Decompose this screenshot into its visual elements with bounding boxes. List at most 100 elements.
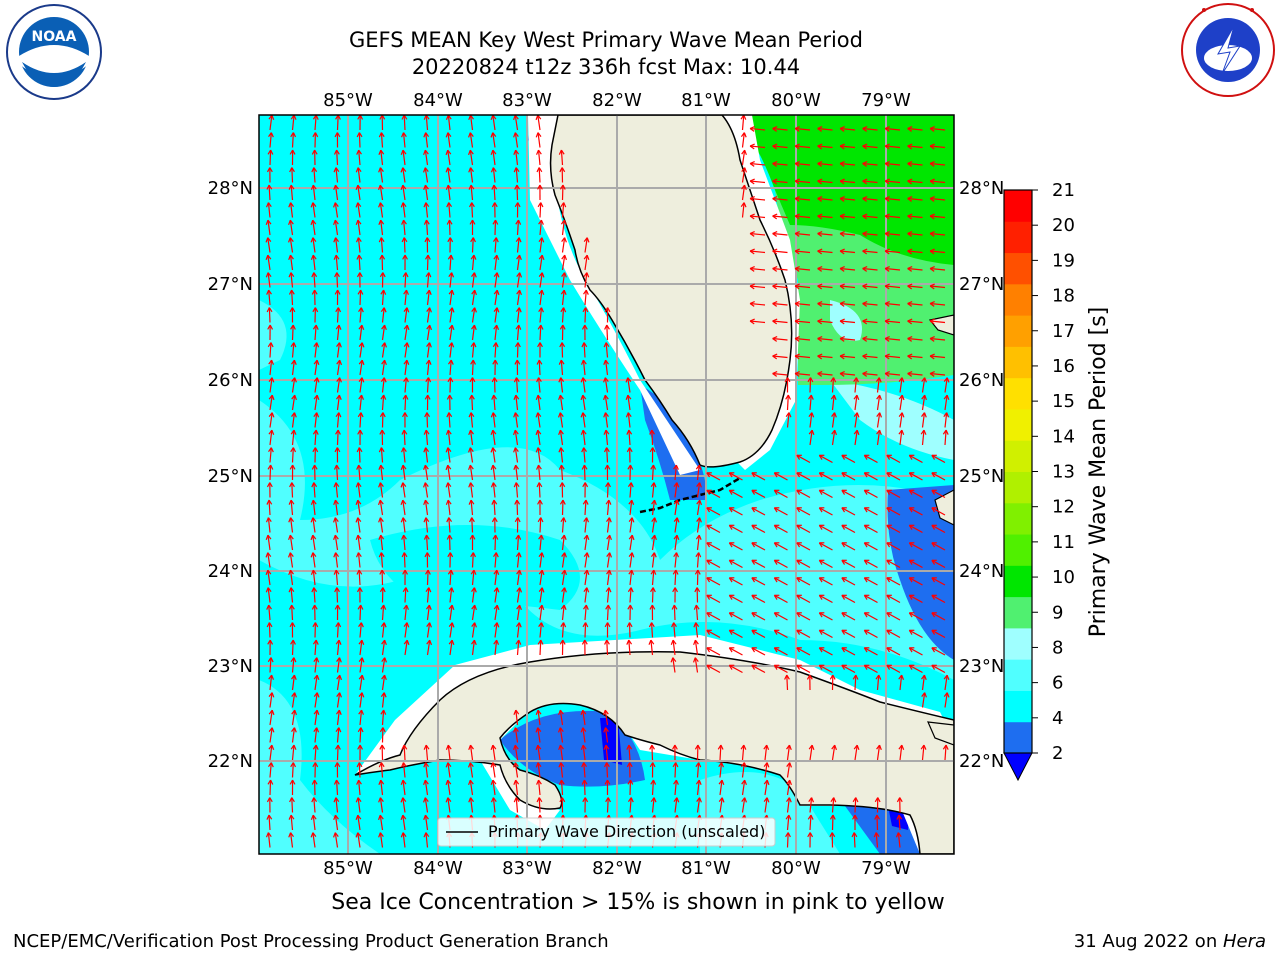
wave-direction-arrowhead [653, 552, 657, 558]
wave-direction-arrow [606, 517, 611, 533]
wave-direction-arrow [741, 745, 745, 761]
wave-direction-arrowhead [379, 587, 384, 593]
wave-direction-arrowhead [379, 184, 384, 190]
wave-direction-arrowhead [833, 797, 837, 803]
wave-direction-arrowhead [606, 569, 610, 575]
wave-direction-arrowhead [884, 283, 890, 287]
wave-direction-arrowhead [907, 143, 913, 147]
wave-direction-arrowhead [538, 587, 543, 593]
wave-direction-arrowhead [841, 454, 846, 460]
wave-direction-arrowhead [517, 517, 521, 523]
wave-direction-arrowhead [469, 762, 474, 768]
wave-direction-arrow [795, 180, 811, 184]
wave-direction-arrow [424, 797, 429, 813]
wave-direction-arrow [426, 342, 431, 358]
wave-direction-arrowhead [839, 318, 845, 322]
wave-direction-arrow [516, 219, 520, 236]
light-cyan-region [259, 680, 380, 854]
wave-direction-arrowhead [698, 762, 702, 768]
wave-direction-arrowhead [718, 762, 723, 768]
wave-direction-arrowhead [381, 359, 386, 365]
wave-direction-arrowhead [494, 219, 499, 225]
wave-direction-arrowhead [268, 184, 273, 190]
wave-direction-arrowhead [945, 744, 949, 750]
wave-direction-arrowhead [380, 289, 385, 295]
wave-direction-arrowhead [794, 233, 800, 237]
wave-direction-arrowhead [336, 779, 340, 785]
wave-direction-arrowhead [380, 692, 385, 698]
wave-direction-arrow [584, 307, 587, 323]
wave-direction-arrowhead [929, 338, 935, 342]
wave-direction-arrowhead [649, 604, 653, 610]
wave-direction-arrow [379, 482, 384, 498]
wave-direction-arrowhead [311, 167, 315, 173]
wave-direction-arrowhead [898, 412, 903, 418]
wave-direction-arrow [629, 587, 632, 603]
wave-direction-arrowhead [423, 464, 426, 471]
wave-direction-arrowhead [832, 377, 837, 383]
wave-direction-arrowhead [335, 622, 339, 628]
wave-direction-arrowhead [445, 115, 449, 120]
wave-direction-arrow [795, 337, 811, 341]
wave-direction-arrow [381, 709, 385, 726]
wave-direction-arrow [357, 500, 361, 516]
wave-direction-arrowhead [653, 569, 657, 575]
wave-direction-arrow [539, 517, 542, 533]
colorbar-label: Primary Wave Mean Period [s] [1086, 307, 1111, 638]
wave-direction-arrow [537, 465, 541, 481]
wave-direction-arrowhead [929, 301, 935, 305]
wave-direction-arrowhead [265, 552, 269, 558]
wave-direction-arrowhead [744, 779, 747, 786]
wave-direction-arrow [269, 360, 273, 376]
wave-direction-arrowhead [582, 727, 587, 733]
wave-direction-arrow [819, 524, 833, 534]
wave-direction-arrow [380, 447, 384, 463]
wave-direction-arrow [854, 395, 858, 411]
wave-direction-arrowhead [516, 587, 521, 593]
wave-direction-arrowhead [884, 373, 890, 377]
wave-direction-arrow [447, 482, 451, 498]
wave-direction-arrowhead [314, 132, 319, 138]
wave-direction-arrow [336, 727, 340, 743]
wave-direction-arrow [289, 570, 294, 586]
wave-direction-arrowhead [696, 797, 701, 803]
wave-direction-arrowhead [907, 338, 913, 342]
wave-direction-arrowhead [862, 215, 868, 220]
wave-direction-arrowhead [563, 219, 567, 225]
wave-direction-arrowhead [380, 149, 385, 155]
wave-direction-arrowhead [312, 307, 316, 313]
wave-direction-arrowhead [266, 814, 270, 820]
wave-direction-arrowhead [312, 429, 317, 435]
wave-direction-arrowhead [470, 342, 475, 348]
wave-direction-arrowhead [673, 604, 678, 610]
colorbar-segment [1004, 471, 1032, 504]
wave-direction-arrowhead [931, 472, 936, 478]
wave-direction-arrowhead [675, 762, 679, 768]
wave-direction-arrowhead [265, 272, 269, 278]
wave-direction-arrow [606, 762, 609, 778]
wave-direction-arrowhead [625, 394, 629, 401]
wave-direction-arrowhead [808, 412, 813, 418]
wave-direction-arrowhead [862, 266, 868, 270]
wave-direction-arrowhead [355, 517, 359, 523]
wave-direction-arrowhead [425, 429, 430, 435]
wave-direction-arrow [909, 524, 923, 534]
wave-direction-arrow [772, 162, 788, 166]
wave-direction-arrowhead [558, 447, 562, 453]
wave-direction-arrow [492, 745, 496, 761]
wave-direction-arrowhead [381, 324, 386, 330]
wave-direction-arrowhead [334, 587, 338, 593]
wave-direction-arrowhead [445, 779, 449, 786]
wave-direction-arrowhead [605, 604, 609, 610]
wave-direction-arrowhead [424, 184, 429, 190]
wave-direction-arrowhead [876, 394, 881, 400]
wave-direction-arrowhead [384, 657, 388, 663]
wave-direction-arrow [402, 220, 406, 236]
wave-direction-arrow [605, 430, 609, 446]
wave-direction-arrowhead [583, 534, 588, 540]
wave-direction-arrowhead [884, 355, 890, 360]
wave-direction-arrowhead [628, 569, 633, 575]
wave-direction-arrowhead [650, 482, 655, 488]
wave-direction-arrowhead [403, 744, 408, 750]
